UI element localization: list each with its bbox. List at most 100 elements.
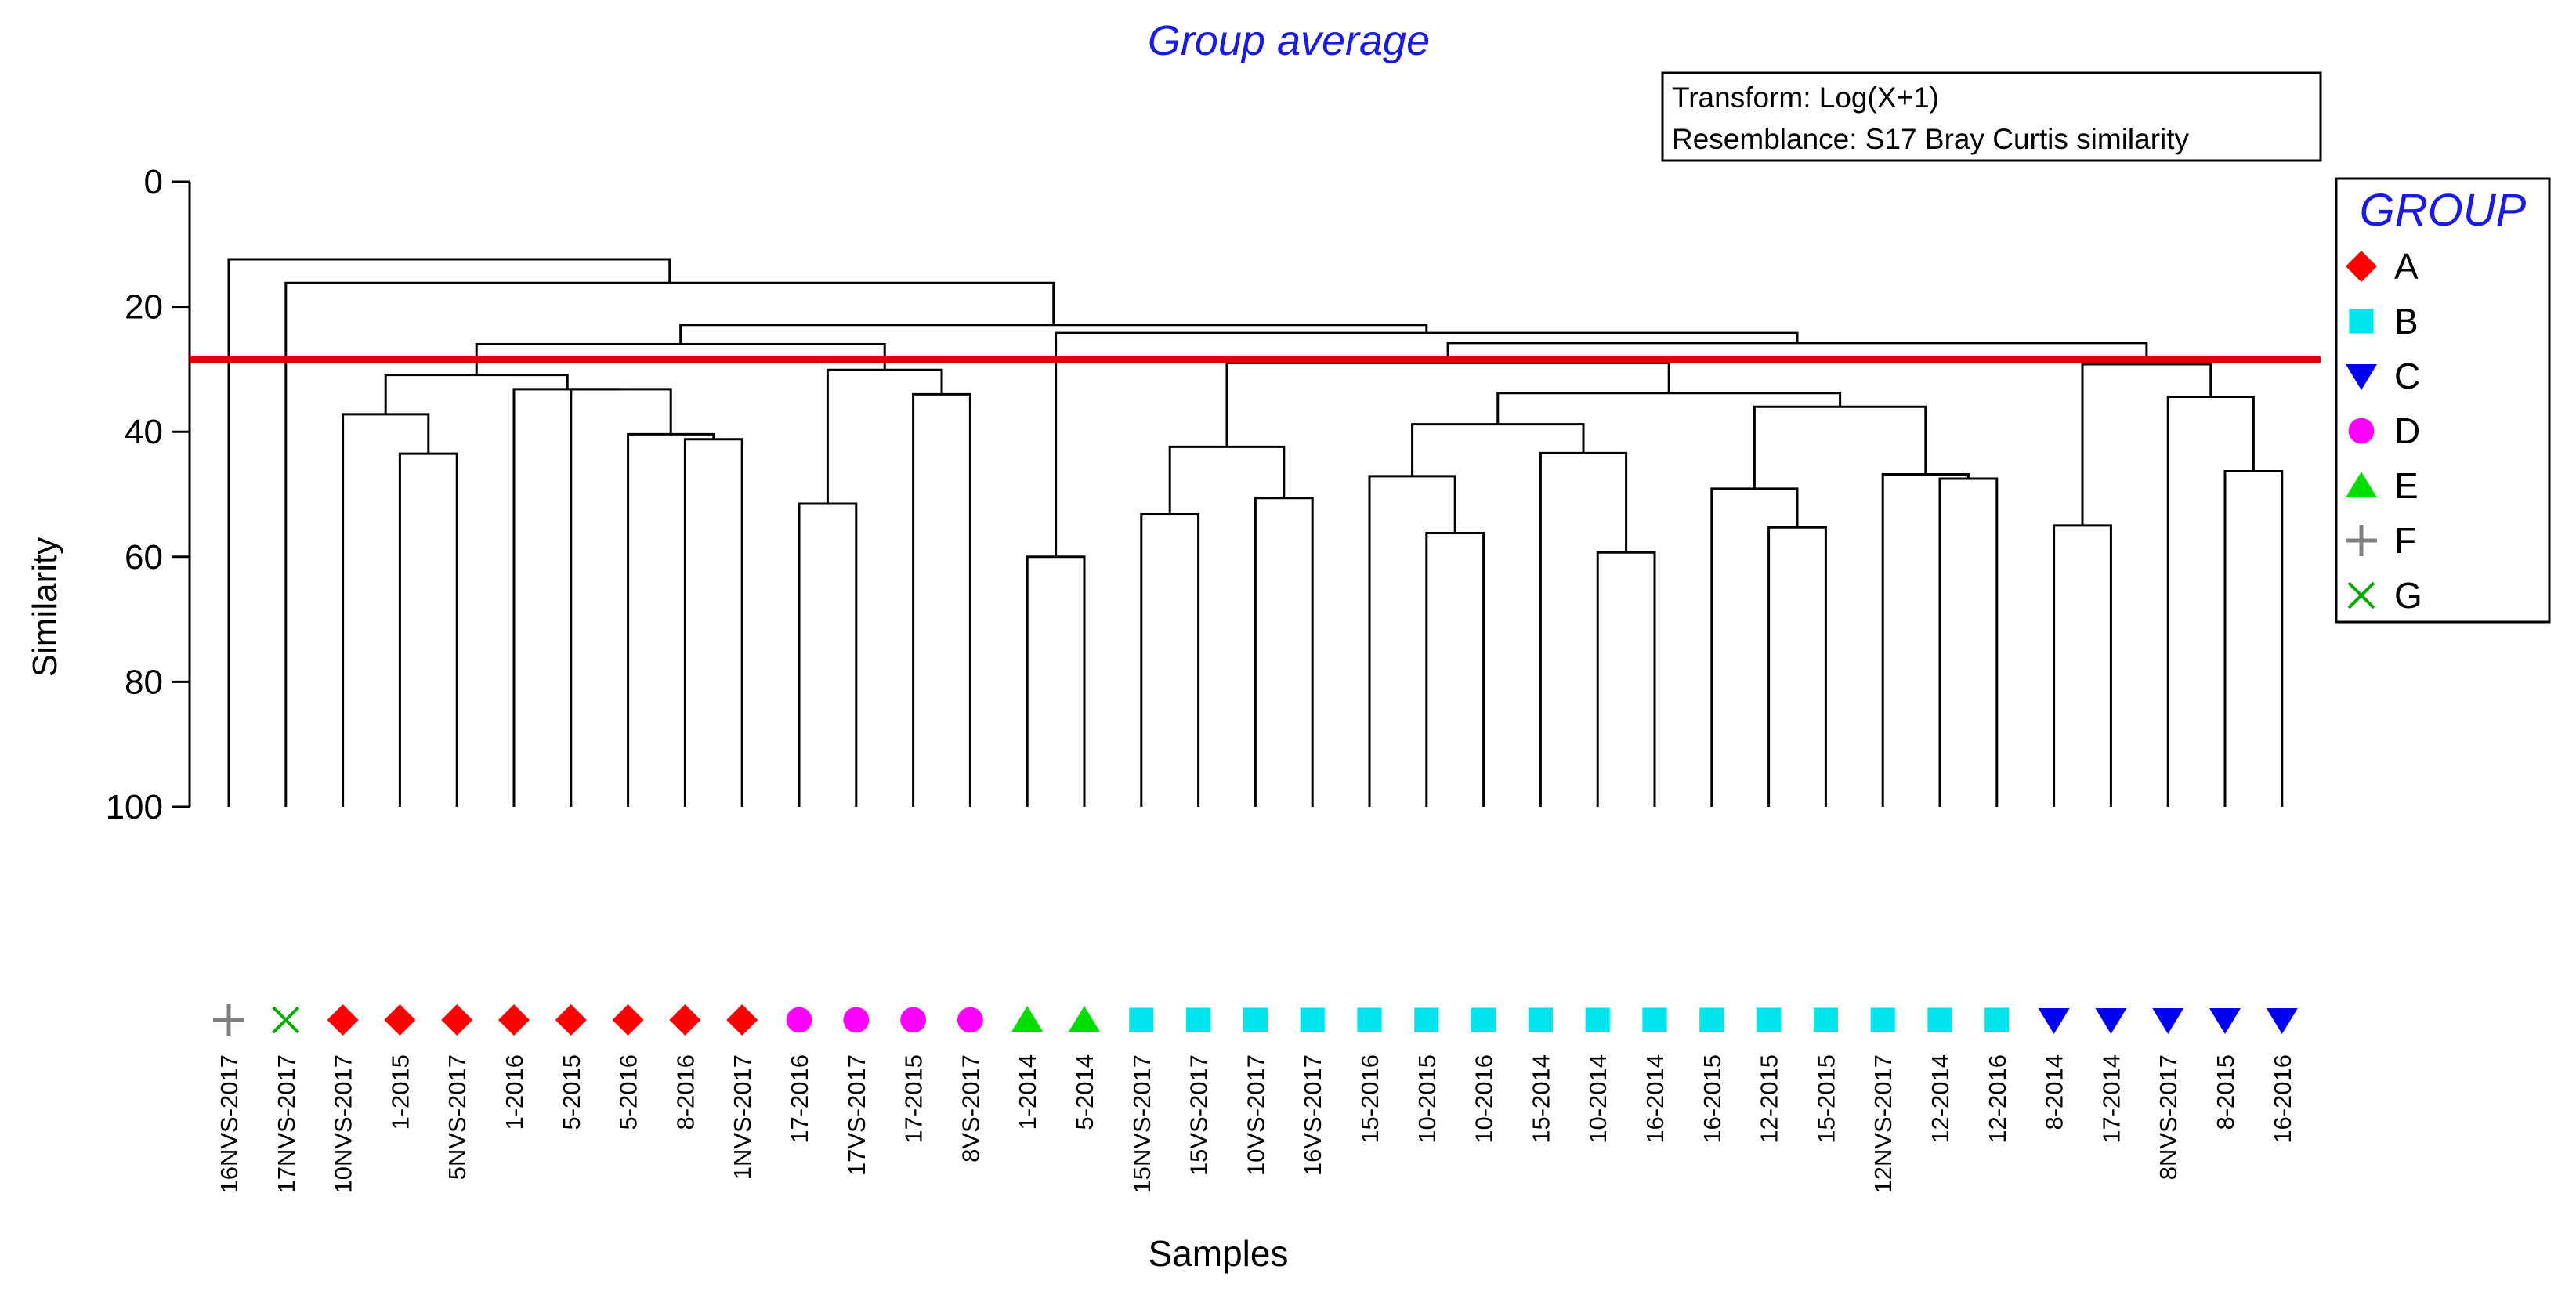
sample-marker-b	[1528, 1007, 1553, 1032]
y-tick-label: 20	[125, 288, 163, 327]
dendrogram-link	[1425, 531, 1485, 807]
sample-label: 15-2015	[1812, 1054, 1840, 1144]
sample-marker-b	[1757, 1007, 1782, 1032]
y-tick-label: 80	[125, 663, 163, 701]
sample-marker-c	[2152, 1008, 2184, 1034]
legend-label-d: D	[2394, 410, 2420, 451]
sample-label: 8-2015	[2212, 1054, 2239, 1130]
sample-marker-b	[1699, 1007, 1724, 1032]
dendrogram-link	[912, 392, 971, 807]
dendrogram-link	[1411, 423, 1585, 476]
sample-marker-a	[441, 1004, 473, 1036]
sample-marker-d	[957, 1007, 983, 1033]
dendrogram-link	[227, 258, 671, 807]
info-box-frame	[1661, 71, 2322, 162]
sample-marker-b	[1984, 1007, 2010, 1032]
sample-marker-e	[1069, 1006, 1100, 1032]
sample-marker-b	[1813, 1007, 1838, 1032]
sample-label: 1NVS-2017	[729, 1054, 756, 1180]
sample-marker-c	[2038, 1008, 2070, 1034]
sample-label: 5-2014	[1071, 1054, 1098, 1130]
legend-frame	[2335, 177, 2551, 624]
sample-label: 15-2014	[1527, 1054, 1554, 1144]
sample-label: 17-2014	[2097, 1054, 2125, 1144]
dendrogram-links	[227, 258, 2284, 807]
dendrogram-link	[342, 413, 430, 807]
x-axis-label: Samples	[1149, 1233, 1289, 1274]
sample-markers	[213, 1004, 2298, 1036]
dendrogram-link	[398, 452, 458, 807]
sample-marker-a	[327, 1004, 359, 1036]
sample-label: 5NVS-2017	[443, 1054, 471, 1180]
sample-label: 16NVS-2017	[215, 1054, 243, 1194]
info-box: Transform: Log(X+1) Resemblance: S17 Bra…	[1661, 71, 2322, 162]
sample-label: 12-2016	[1984, 1054, 2011, 1144]
sample-marker-g	[272, 1006, 300, 1034]
dendrogram-link	[1140, 513, 1200, 807]
legend-label-a: A	[2394, 246, 2419, 287]
dendrogram-link	[627, 432, 715, 807]
dendrogram-link	[2053, 524, 2112, 807]
sample-marker-b	[1129, 1007, 1154, 1032]
dendrogram-link	[570, 388, 672, 807]
sample-marker-a	[498, 1004, 530, 1036]
sample-label: 8VS-2017	[957, 1054, 984, 1163]
sample-label: 10NVS-2017	[330, 1054, 357, 1194]
legend-marker-b	[2349, 309, 2374, 334]
dendrogram-link	[1026, 555, 1086, 807]
sample-marker-b	[1186, 1007, 1211, 1032]
dendrogram-link	[826, 368, 943, 504]
dendrogram-link	[384, 374, 569, 414]
sample-marker-d	[786, 1007, 812, 1033]
chart-title: Group average	[1148, 17, 1430, 64]
sample-label: 17-2015	[900, 1054, 928, 1144]
y-tick-label: 60	[125, 538, 163, 577]
sample-label: 10-2016	[1471, 1054, 1498, 1144]
info-resemblance: Resemblance: S17 Bray Curtis similarity	[1672, 123, 2190, 155]
sample-label: 5-2015	[558, 1054, 585, 1130]
sample-marker-c	[2209, 1008, 2241, 1034]
legend-marker-a	[2346, 251, 2377, 282]
legend-title: GROUP	[2360, 185, 2527, 236]
legend-label-b: B	[2394, 301, 2419, 342]
legend-label-f: F	[2394, 520, 2416, 561]
y-axis-label: Similarity	[26, 537, 64, 677]
sample-marker-c	[2095, 1008, 2127, 1034]
sample-label: 15VS-2017	[1185, 1054, 1213, 1176]
legend-marker-e	[2346, 472, 2377, 497]
dendrogram-link	[2081, 363, 2212, 526]
dendrogram-link	[1753, 405, 1927, 489]
dendrogram-link	[1938, 477, 1999, 807]
sample-label: 15-2016	[1356, 1054, 1384, 1144]
sample-marker-d	[900, 1007, 926, 1033]
sample-labels: 16NVS-2017 17NVS-2017 10NVS-2017 1-2015 5NVS…	[215, 1054, 2296, 1194]
dendrogram-link	[683, 438, 743, 807]
sample-marker-a	[384, 1004, 416, 1036]
legend-marker-c	[2346, 364, 2377, 390]
dendrogram-link	[512, 388, 621, 807]
legend-marker-d	[2348, 418, 2375, 444]
legend-marker-g	[2347, 581, 2375, 609]
sample-label: 16-2015	[1699, 1054, 1726, 1144]
dendrogram-link	[1168, 445, 1286, 515]
sample-label: 16-2016	[2269, 1054, 2296, 1144]
dendrogram-link	[1767, 526, 1827, 807]
sample-marker-b	[1870, 1007, 1895, 1032]
sample-marker-b	[1642, 1007, 1667, 1032]
sample-marker-b	[1414, 1007, 1439, 1032]
dendrogram-link	[679, 324, 1428, 345]
sample-label: 10-2014	[1584, 1054, 1612, 1144]
dendrogram-link	[1225, 361, 1670, 447]
sample-marker-b	[1243, 1007, 1268, 1032]
sample-label: 17-2016	[786, 1054, 813, 1144]
sample-marker-b	[1927, 1007, 1952, 1032]
y-tick-label: 40	[125, 413, 163, 451]
sample-label: 8-2014	[2041, 1054, 2068, 1130]
sample-label: 5-2016	[615, 1054, 642, 1130]
sample-label: 10VS-2017	[1242, 1054, 1269, 1176]
sample-label: 1-2015	[386, 1054, 414, 1130]
sample-label: 16-2014	[1641, 1054, 1669, 1144]
dendrogram-link	[798, 502, 858, 807]
sample-marker-a	[669, 1004, 701, 1036]
